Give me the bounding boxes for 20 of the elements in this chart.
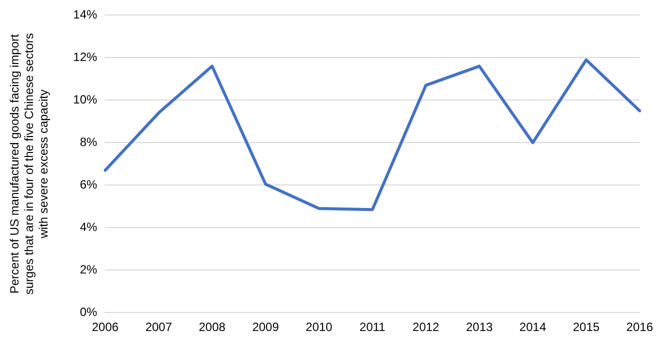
x-tick-label: 2013 bbox=[466, 320, 493, 334]
y-axis-title: Percent of US manufactured goods facing import surges that are in four of the five Chinese sectors with severe excess capacity bbox=[8, 33, 50, 295]
x-tick-label: 2016 bbox=[626, 320, 654, 334]
x-tick-label: 2014 bbox=[519, 320, 546, 334]
y-tick-label: 14% bbox=[73, 8, 98, 22]
y-tick-label: 0% bbox=[80, 304, 98, 319]
x-tick-label: 2008 bbox=[198, 320, 226, 334]
x-tick-label: 2009 bbox=[252, 320, 280, 334]
x-tick-label: 2007 bbox=[145, 320, 172, 334]
x-tick-label: 2006 bbox=[92, 320, 119, 334]
y-tick-label: 6% bbox=[80, 177, 98, 192]
x-tick-label: 2015 bbox=[572, 320, 600, 334]
x-tick-label: 2010 bbox=[306, 320, 333, 334]
y-tick-label: 4% bbox=[80, 220, 98, 234]
y-tick-label: 8% bbox=[80, 134, 98, 149]
x-tick-label: 2011 bbox=[360, 320, 386, 334]
y-tick-label: 10% bbox=[73, 92, 98, 106]
y-tick-label: 12% bbox=[73, 50, 98, 64]
y-tick-label: 2% bbox=[80, 262, 98, 276]
x-tick-label: 2012 bbox=[412, 320, 440, 334]
